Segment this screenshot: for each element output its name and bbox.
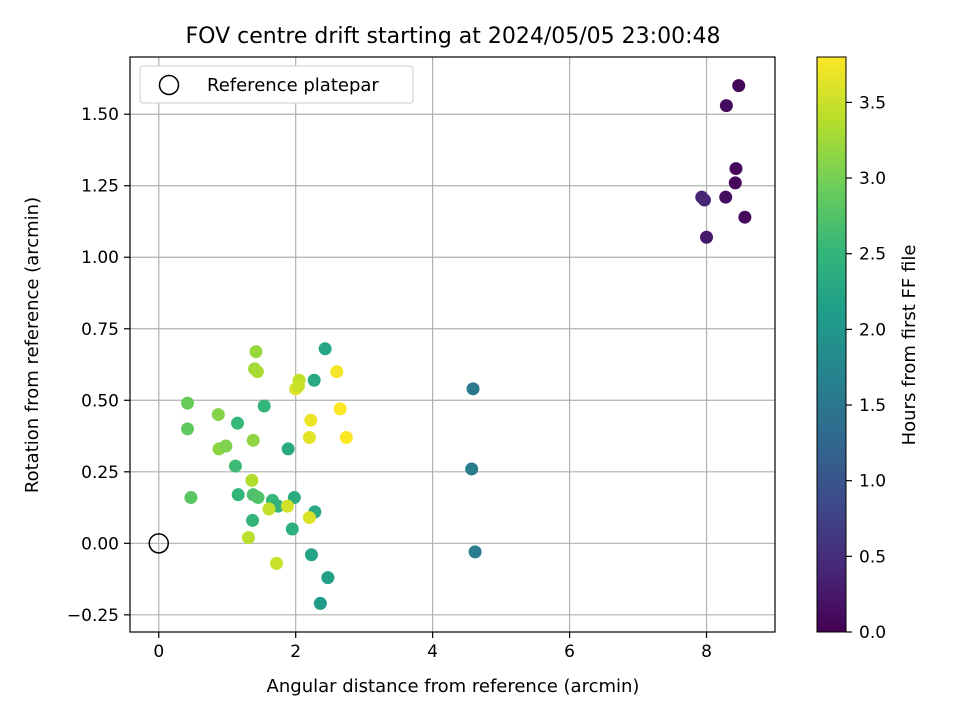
- y-tick-label: 0.00: [81, 534, 119, 554]
- y-axis-ticks: −0.25 0.00 0.25 0.50 0.75 1.00 1.25 1.50: [67, 105, 130, 626]
- data-point: [732, 79, 746, 93]
- data-point: [250, 365, 264, 379]
- data-point: [318, 342, 332, 356]
- colorbar: 0.0 0.5 1.0 1.5 2.0 2.5 3.0 3.5 Hours from firs…: [816, 56, 920, 643]
- data-point: [262, 502, 276, 516]
- y-tick-label: 1.00: [81, 248, 119, 268]
- data-point: [719, 99, 733, 113]
- legend: Reference platepar: [139, 65, 414, 104]
- data-point: [270, 556, 284, 570]
- chart-title: FOV centre drift starting at 2024/05/05 …: [186, 24, 721, 49]
- data-point: [339, 430, 353, 444]
- colorbar-ticks: 0.0 0.5 1.0 1.5 2.0 2.5 3.0 3.5: [846, 93, 886, 643]
- colorbar-label: Hours from first FF file: [899, 245, 920, 446]
- data-point: [246, 513, 260, 527]
- y-axis-label: Rotation from reference (arcmin): [22, 197, 43, 493]
- colorbar-tick-label: 3.0: [859, 169, 886, 189]
- data-points: [181, 79, 752, 610]
- x-axis-label: Angular distance from reference (arcmin): [267, 676, 640, 697]
- data-point: [291, 379, 305, 393]
- colorbar-tick-label: 0.0: [859, 623, 886, 643]
- colorbar-tick-label: 0.5: [859, 547, 886, 567]
- colorbar-tick-label: 1.0: [859, 472, 886, 492]
- legend-marker-icon: [158, 74, 180, 96]
- colorbar-tick-label: 2.5: [859, 245, 886, 265]
- data-point: [246, 433, 260, 447]
- data-point: [245, 473, 259, 487]
- grid-lines: [130, 57, 775, 632]
- colorbar-tick-label: 3.5: [859, 93, 886, 113]
- data-point: [304, 548, 318, 562]
- x-axis-ticks: 0 2 4 6 8: [153, 632, 712, 662]
- data-point: [465, 462, 479, 476]
- y-tick-label: 0.50: [81, 391, 119, 411]
- data-point: [184, 491, 198, 505]
- data-point: [700, 230, 714, 244]
- data-point: [231, 416, 244, 430]
- data-point: [249, 345, 263, 359]
- data-point: [728, 176, 742, 190]
- y-tick-label: −0.25: [67, 606, 119, 626]
- data-point: [729, 162, 743, 176]
- data-point: [285, 522, 299, 536]
- data-point: [251, 491, 265, 505]
- colorbar-tick-label: 2.0: [859, 320, 886, 340]
- data-point: [697, 193, 711, 207]
- data-point: [719, 190, 733, 204]
- data-point: [228, 459, 242, 473]
- y-tick-label: 1.50: [81, 105, 119, 125]
- data-point: [219, 439, 233, 453]
- colorbar-gradient: [816, 56, 847, 633]
- data-point: [302, 430, 316, 444]
- data-point: [313, 596, 327, 610]
- data-point: [241, 531, 255, 545]
- data-point: [466, 382, 480, 396]
- x-tick-label: 2: [290, 642, 301, 662]
- data-point: [281, 442, 295, 456]
- data-point: [231, 488, 245, 502]
- data-point: [302, 511, 316, 525]
- data-point: [468, 545, 482, 559]
- data-point: [307, 373, 321, 387]
- data-point: [304, 413, 318, 427]
- data-point: [280, 499, 294, 513]
- x-tick-label: 8: [701, 642, 712, 662]
- y-tick-label: 0.75: [81, 320, 119, 340]
- y-tick-label: 0.25: [81, 463, 119, 483]
- x-tick-label: 0: [153, 642, 164, 662]
- x-tick-label: 4: [427, 642, 438, 662]
- legend-label: Reference platepar: [207, 75, 379, 96]
- data-point: [330, 365, 344, 379]
- x-tick-label: 6: [564, 642, 575, 662]
- colorbar-tick-label: 1.5: [859, 396, 886, 416]
- y-tick-label: 1.25: [81, 177, 119, 197]
- data-point: [211, 408, 225, 422]
- reference-platepar-marker: [148, 533, 170, 554]
- data-point: [181, 422, 195, 436]
- plot-area-background: [130, 57, 775, 632]
- data-point: [321, 571, 335, 585]
- data-point: [738, 210, 752, 224]
- data-point: [181, 396, 195, 410]
- data-point: [257, 399, 271, 413]
- plot-frame: [129, 56, 776, 633]
- legend-box: [139, 65, 414, 104]
- data-point: [333, 402, 347, 416]
